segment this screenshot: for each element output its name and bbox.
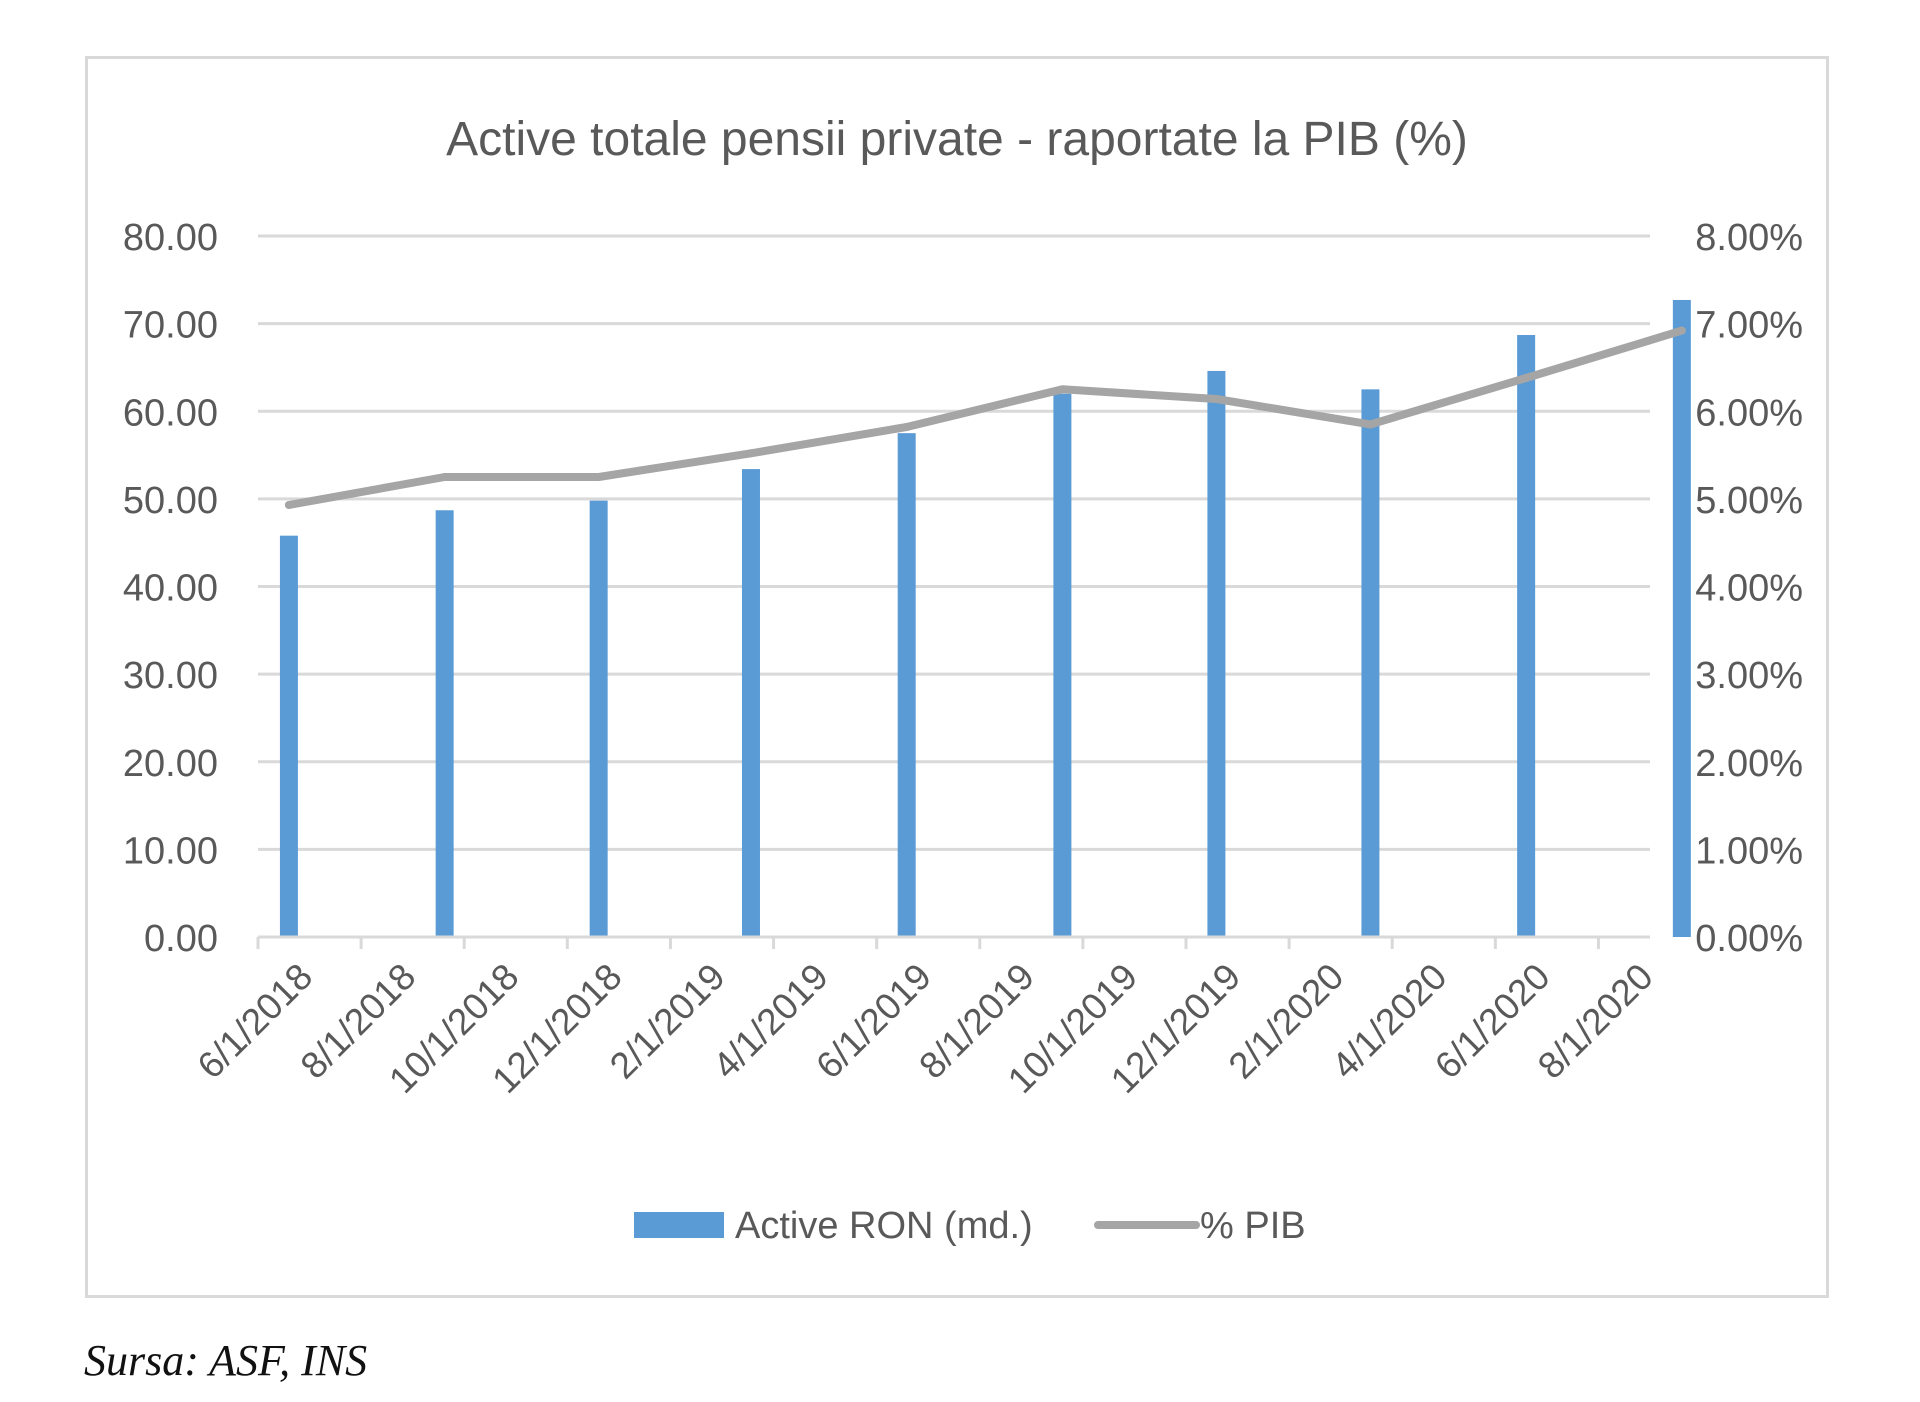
y-right-tick-label: 1.00% — [1695, 830, 1803, 872]
chart-frame — [85, 56, 1829, 1298]
pib-point — [746, 449, 755, 458]
bar — [1053, 393, 1072, 938]
bar — [589, 500, 608, 937]
bar — [1207, 370, 1226, 937]
legend-bar-swatch — [634, 1212, 724, 1238]
bar — [435, 510, 454, 937]
pib-point — [284, 501, 293, 510]
y-right-tick-label: 6.00% — [1695, 392, 1803, 434]
y-right-tick-label: 8.00% — [1695, 217, 1803, 259]
y-right-tick-label: 4.00% — [1695, 568, 1803, 610]
y-left-tick-label: 40.00 — [123, 568, 218, 610]
pib-point — [594, 472, 603, 481]
y-right-tick-label: 0.00% — [1695, 918, 1803, 960]
legend-bar-label: Active RON (md.) — [735, 1205, 1033, 1247]
y-right-tick-label: 2.00% — [1695, 743, 1803, 785]
y-left-tick-label: 50.00 — [123, 480, 218, 522]
pib-point — [1212, 394, 1221, 403]
bar — [897, 433, 916, 937]
y-right-tick-label: 5.00% — [1695, 480, 1803, 522]
legend-line-label: % PIB — [1200, 1205, 1306, 1247]
y-left-tick-label: 20.00 — [123, 743, 218, 785]
bar — [279, 535, 298, 937]
bar — [1672, 299, 1691, 937]
y-left-tick-label: 30.00 — [123, 655, 218, 697]
pib-line — [284, 326, 1686, 509]
source-note: Sursa: ASF, INS — [84, 1336, 368, 1385]
y-left-tick-label: 80.00 — [123, 217, 218, 259]
bar — [741, 469, 760, 937]
pib-point — [1058, 385, 1067, 394]
pib-point — [1677, 326, 1686, 335]
chart-title: Active totale pensii private - raportate… — [446, 113, 1468, 166]
pib-point — [440, 472, 449, 481]
y-right-tick-label: 7.00% — [1695, 305, 1803, 347]
y-left-tick-label: 0.00 — [144, 918, 218, 960]
bar — [1361, 389, 1380, 937]
y-left-tick-label: 60.00 — [123, 392, 218, 434]
bar — [1517, 335, 1536, 937]
pib-point — [902, 423, 911, 432]
y-right-tick-label: 3.00% — [1695, 655, 1803, 697]
pib-point — [1366, 420, 1375, 429]
y-left-tick-label: 70.00 — [123, 305, 218, 347]
pib-point — [1522, 373, 1531, 382]
x-tick-label: 8/1/2020 — [1530, 956, 1661, 1087]
y-left-tick-label: 10.00 — [123, 830, 218, 872]
